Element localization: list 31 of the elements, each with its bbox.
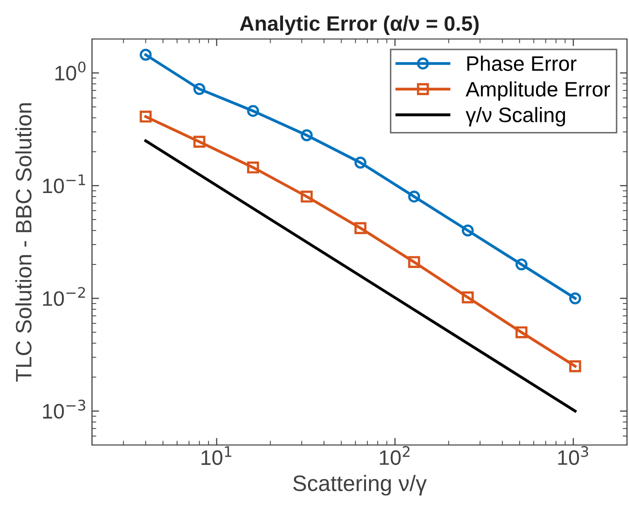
- point: [354, 156, 366, 169]
- point: [516, 326, 528, 338]
- point: [408, 190, 420, 203]
- point: [193, 83, 206, 95]
- point: [140, 48, 152, 61]
- y-tick-label: 10$^{−1}$: [43, 174, 86, 194]
- point: [300, 190, 313, 203]
- point: [569, 292, 582, 304]
- y-tick-label: 10$^{−2}$: [43, 286, 85, 306]
- point: [354, 222, 366, 234]
- point: [462, 224, 474, 236]
- y-axis-title: TLC Solution - BBC Solution: [15, 103, 32, 382]
- x-tick-label: 10$^{1}$: [202, 446, 232, 466]
- x-tick-label: 10$^{3}$: [558, 446, 588, 466]
- point: [247, 104, 260, 117]
- point: [569, 360, 582, 372]
- legend-label: Amplitude Error: [466, 81, 610, 101]
- y-tick-label: 10$^{0}$: [55, 62, 86, 81]
- legend-label: γ/ν Scaling: [466, 107, 566, 126]
- point: [247, 161, 260, 174]
- legend-label: Phase Error: [467, 56, 576, 71]
- x-axis-title: Scattering ν/γ: [293, 474, 427, 496]
- x-tick-label: 10$^{2}$: [380, 446, 410, 466]
- point: [140, 110, 152, 123]
- point: [408, 256, 420, 268]
- y-tick-label: 10$^{−3}$: [43, 400, 86, 419]
- point: [462, 291, 474, 304]
- point: [193, 136, 206, 148]
- point: [516, 258, 528, 270]
- chart-title: Analytic Error (α/ν = 0.5): [240, 16, 479, 35]
- point: [300, 129, 313, 142]
